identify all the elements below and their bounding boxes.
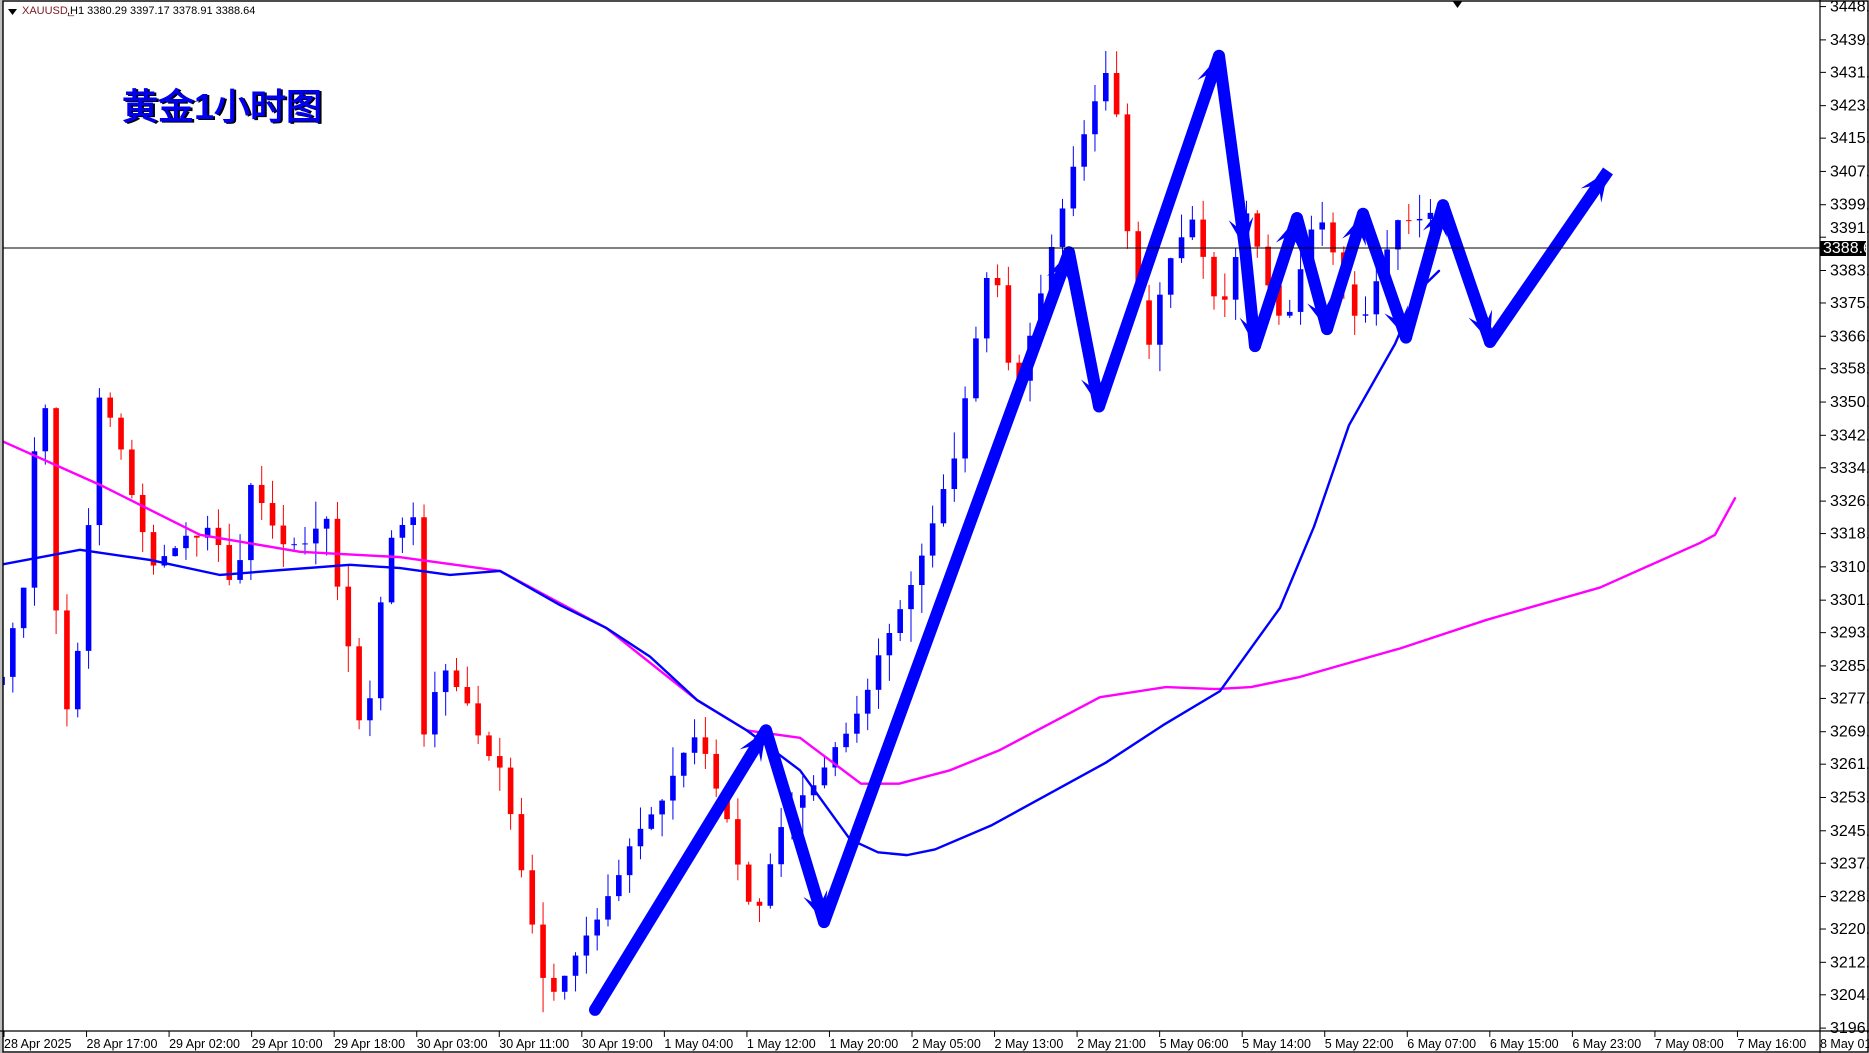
svg-text:3399.30: 3399.30 (1830, 197, 1869, 214)
svg-text:,H1 3380.29 3397.17 3378.91: ,H1 3380.29 3397.17 3378.91 3388.64 (67, 5, 255, 17)
svg-text:6 May 23:00: 6 May 23:00 (1572, 1037, 1641, 1051)
svg-text:3431.90: 3431.90 (1830, 64, 1869, 81)
svg-text:3220.90: 3220.90 (1830, 921, 1869, 938)
svg-text:8 May 01:00: 8 May 01:00 (1820, 1037, 1869, 1051)
svg-text:3326.30: 3326.30 (1830, 493, 1869, 510)
svg-text:29 Apr 02:00: 29 Apr 02:00 (169, 1037, 240, 1051)
svg-text:5 May 22:00: 5 May 22:00 (1325, 1037, 1394, 1051)
svg-text:3285.70: 3285.70 (1830, 658, 1869, 675)
svg-text:3293.90: 3293.90 (1830, 625, 1869, 642)
svg-text:5 May 14:00: 5 May 14:00 (1242, 1037, 1311, 1051)
svg-text:30 Apr 19:00: 30 Apr 19:00 (582, 1037, 653, 1051)
svg-text:29 Apr 10:00: 29 Apr 10:00 (252, 1037, 323, 1051)
svg-text:黄金1小时图: 黄金1小时图 (122, 86, 322, 127)
svg-text:30 Apr 03:00: 30 Apr 03:00 (417, 1037, 488, 1051)
svg-text:3391.30: 3391.30 (1830, 220, 1869, 237)
svg-text:6 May 07:00: 6 May 07:00 (1407, 1037, 1476, 1051)
svg-text:3277.70: 3277.70 (1830, 690, 1869, 707)
svg-text:3212.70: 3212.70 (1830, 954, 1869, 971)
svg-text:1 May 12:00: 1 May 12:00 (747, 1037, 816, 1051)
svg-text:3448.10: 3448.10 (1830, 0, 1869, 16)
svg-text:3261.50: 3261.50 (1830, 756, 1869, 773)
svg-text:3439.90: 3439.90 (1830, 32, 1869, 49)
svg-text:28 Apr 17:00: 28 Apr 17:00 (87, 1037, 158, 1051)
svg-text:3318.30: 3318.30 (1830, 526, 1869, 543)
svg-text:7 May 08:00: 7 May 08:00 (1655, 1037, 1724, 1051)
svg-text:3388.64: 3388.64 (1823, 240, 1869, 257)
svg-text:3196.50: 3196.50 (1830, 1020, 1869, 1037)
svg-text:3342.50: 3342.50 (1830, 427, 1869, 444)
svg-text:1 May 20:00: 1 May 20:00 (829, 1037, 898, 1051)
svg-text:3423.70: 3423.70 (1830, 98, 1869, 115)
svg-text:3228.90: 3228.90 (1830, 889, 1869, 906)
svg-text:3310.10: 3310.10 (1830, 559, 1869, 576)
svg-text:3253.30: 3253.30 (1830, 789, 1869, 806)
svg-text:28 Apr 2025: 28 Apr 2025 (4, 1037, 71, 1051)
svg-text:3237.10: 3237.10 (1830, 855, 1869, 872)
svg-text:3366.90: 3366.90 (1830, 328, 1869, 345)
svg-text:3350.70: 3350.70 (1830, 394, 1869, 411)
svg-text:3407.50: 3407.50 (1830, 163, 1869, 180)
svg-text:2 May 21:00: 2 May 21:00 (1077, 1037, 1146, 1051)
svg-text:3415.70: 3415.70 (1830, 130, 1869, 147)
svg-text:3375.10: 3375.10 (1830, 295, 1869, 312)
svg-text:30 Apr 11:00: 30 Apr 11:00 (499, 1037, 569, 1051)
svg-text:1 May 04:00: 1 May 04:00 (664, 1037, 733, 1051)
svg-text:3301.90: 3301.90 (1830, 592, 1869, 609)
svg-text:7 May 16:00: 7 May 16:00 (1737, 1037, 1806, 1051)
svg-text:29 Apr 18:00: 29 Apr 18:00 (334, 1037, 405, 1051)
svg-text:3383.10: 3383.10 (1830, 262, 1869, 279)
svg-text:3269.50: 3269.50 (1830, 724, 1869, 741)
svg-text:3204.70: 3204.70 (1830, 987, 1869, 1004)
svg-text:3334.50: 3334.50 (1830, 460, 1869, 477)
svg-text:3358.90: 3358.90 (1830, 361, 1869, 378)
svg-text:5 May 06:00: 5 May 06:00 (1160, 1037, 1229, 1051)
svg-text:2 May 05:00: 2 May 05:00 (912, 1037, 981, 1051)
svg-text:2 May 13:00: 2 May 13:00 (995, 1037, 1064, 1051)
svg-text:3245.10: 3245.10 (1830, 823, 1869, 840)
svg-text:6 May 15:00: 6 May 15:00 (1490, 1037, 1559, 1051)
